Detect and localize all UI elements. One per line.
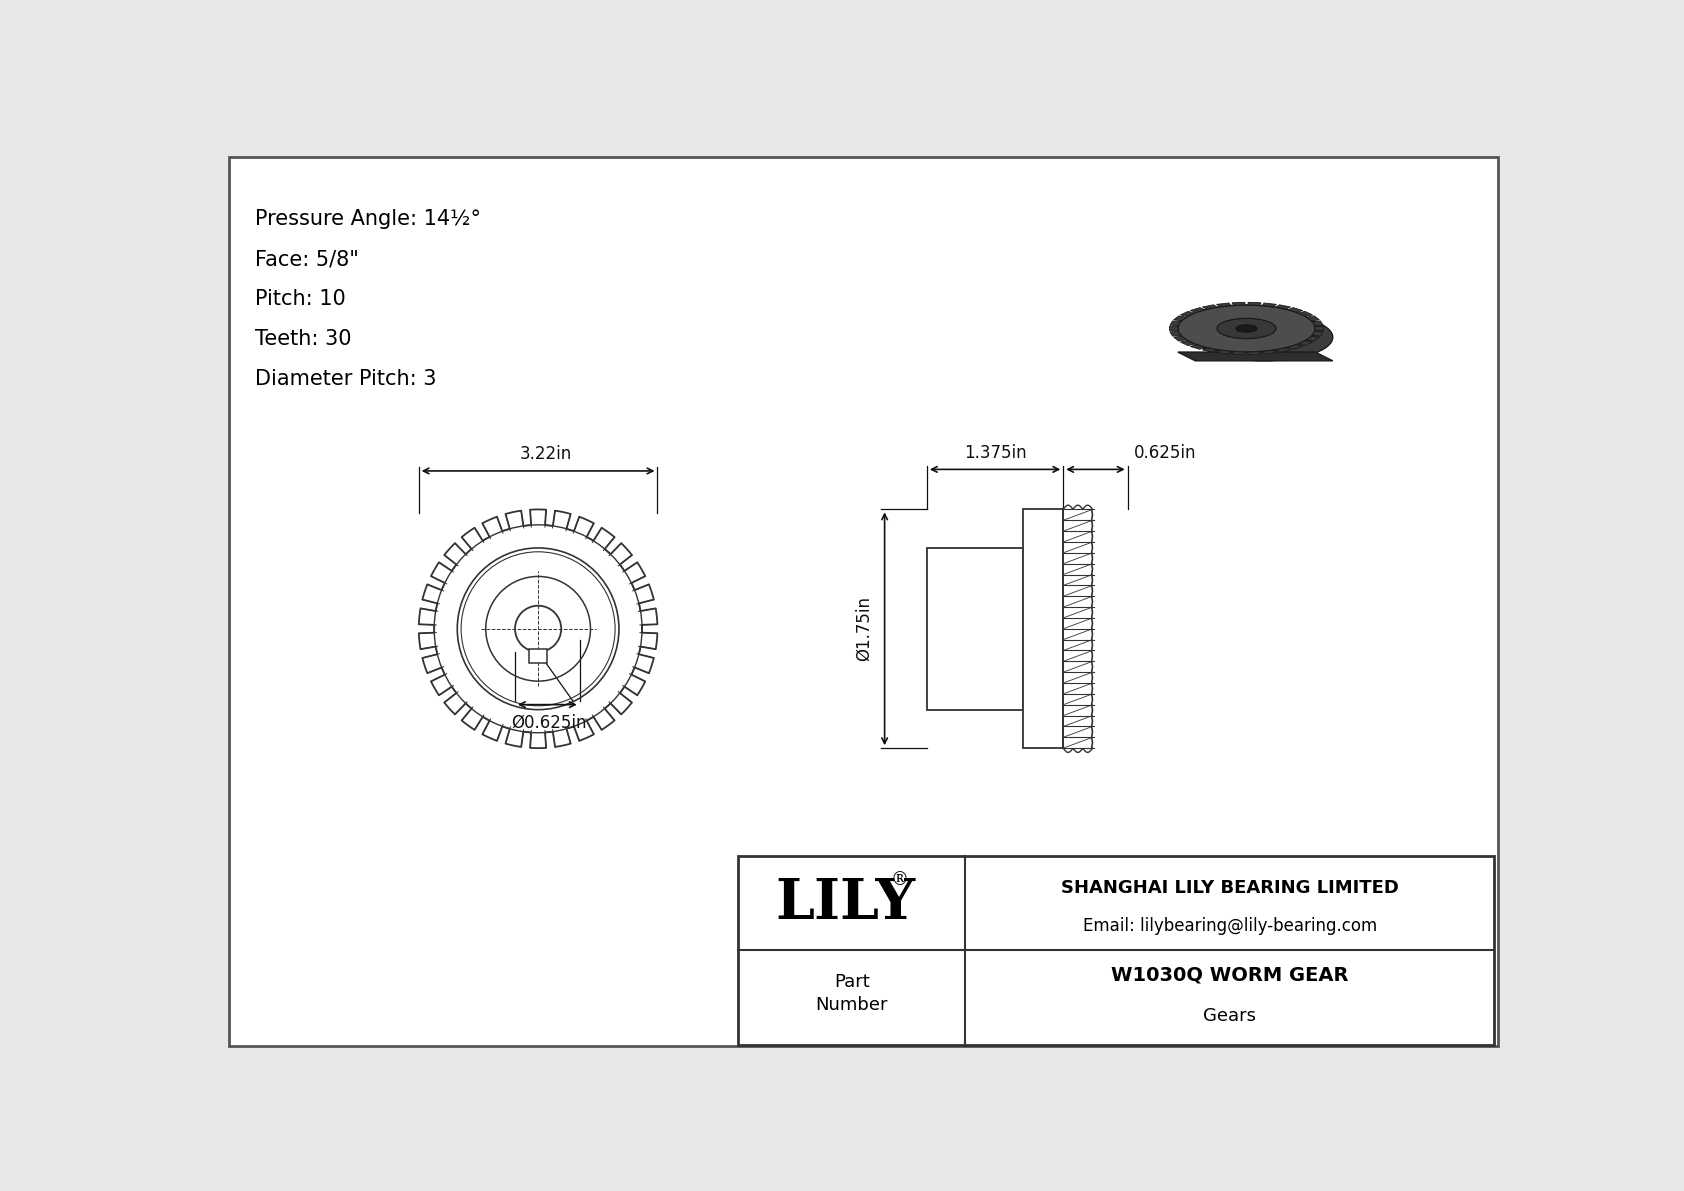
Polygon shape [1216,303,1231,307]
Polygon shape [1216,350,1231,354]
Ellipse shape [1196,313,1332,361]
Polygon shape [1276,305,1290,310]
Text: Diameter Pitch: 3: Diameter Pitch: 3 [254,369,436,389]
Text: Email: lilybearing@lily-bearing.com: Email: lilybearing@lily-bearing.com [1083,917,1378,935]
Polygon shape [1170,331,1180,336]
Polygon shape [1307,336,1320,341]
Polygon shape [1202,348,1218,353]
Polygon shape [1263,350,1276,354]
Polygon shape [1298,341,1312,345]
Ellipse shape [1236,325,1256,332]
Polygon shape [1233,303,1244,305]
Polygon shape [1263,303,1276,307]
Polygon shape [1276,348,1290,353]
Polygon shape [1233,351,1244,355]
Text: Teeth: 30: Teeth: 30 [254,329,352,349]
Text: Pitch: 10: Pitch: 10 [254,289,345,310]
Bar [738,856,1494,1045]
Polygon shape [1180,341,1194,345]
Polygon shape [1170,320,1180,325]
Polygon shape [1307,316,1320,320]
Text: Gears: Gears [1204,1008,1256,1025]
Text: Ø1.75in: Ø1.75in [855,597,872,661]
Text: ®: ® [891,871,908,888]
Text: 1.375in: 1.375in [963,444,1027,462]
Text: W1030Q WORM GEAR: W1030Q WORM GEAR [1111,965,1349,984]
Polygon shape [1312,320,1324,325]
Text: Pressure Angle: 14½°: Pressure Angle: 14½° [254,210,480,229]
Bar [1024,510,1063,748]
Ellipse shape [1177,305,1315,353]
Polygon shape [1288,307,1303,312]
Text: Part
Number: Part Number [815,973,887,1015]
Text: Face: 5/8": Face: 5/8" [254,249,359,269]
Polygon shape [1288,344,1303,349]
Polygon shape [1180,311,1194,317]
Polygon shape [1170,326,1179,331]
Text: LILY: LILY [776,875,916,930]
Polygon shape [1177,353,1332,361]
Polygon shape [1315,326,1324,331]
Polygon shape [1248,303,1261,305]
Bar [926,548,1024,710]
Bar [529,649,547,663]
Polygon shape [1298,311,1312,317]
Polygon shape [1191,344,1206,349]
Polygon shape [1191,307,1206,312]
Text: Ø0.625in: Ø0.625in [512,713,586,732]
Polygon shape [1174,336,1186,341]
Polygon shape [1312,331,1324,336]
Ellipse shape [1218,318,1276,338]
Polygon shape [1202,305,1218,310]
Polygon shape [1174,316,1186,320]
Text: SHANGHAI LILY BEARING LIMITED: SHANGHAI LILY BEARING LIMITED [1061,879,1399,897]
Text: 0.625in: 0.625in [1133,444,1196,462]
Polygon shape [1248,351,1261,355]
Text: 3.22in: 3.22in [520,445,573,463]
